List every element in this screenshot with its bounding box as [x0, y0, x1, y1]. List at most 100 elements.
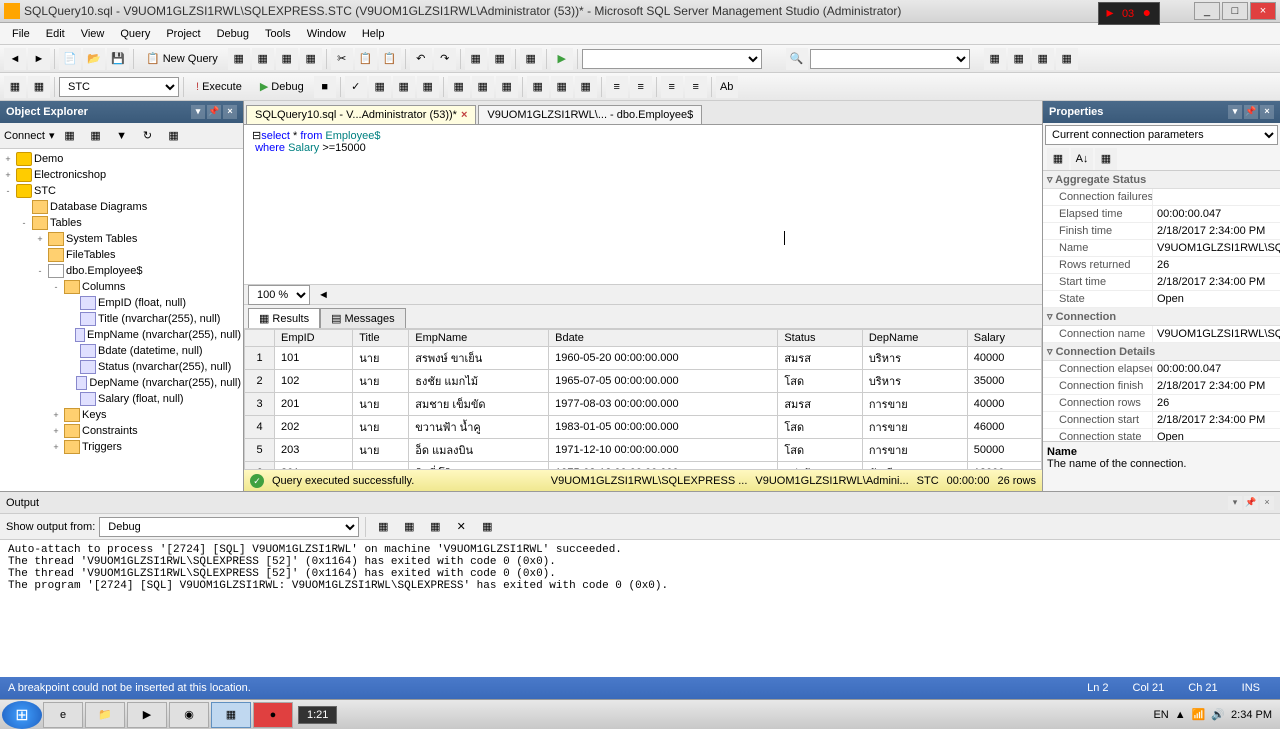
property-row[interactable]: StateOpen: [1043, 291, 1280, 308]
tb-icon-3[interactable]: ▦: [276, 48, 298, 70]
tb2-icon-10[interactable]: ▦: [551, 76, 573, 98]
sql-editor[interactable]: ⊟select * from Employee$ where Salary >=…: [244, 125, 1042, 285]
property-category[interactable]: ▿ Connection: [1043, 308, 1280, 326]
tb2-icon-12[interactable]: ≡: [606, 76, 628, 98]
tb-icon-6[interactable]: ▦: [489, 48, 511, 70]
task-record[interactable]: ●: [253, 702, 293, 728]
task-media[interactable]: ▶: [127, 702, 167, 728]
tb2-icon-13[interactable]: ≡: [630, 76, 652, 98]
minimize-button[interactable]: _: [1194, 2, 1220, 20]
start-button[interactable]: ▶: [551, 48, 573, 70]
property-row[interactable]: Finish time2/18/2017 2:34:00 PM: [1043, 223, 1280, 240]
solution-config-dropdown[interactable]: [582, 49, 762, 69]
connect-label[interactable]: Connect: [4, 130, 45, 142]
task-chrome[interactable]: ◉: [169, 702, 209, 728]
tb2-icon-6[interactable]: ▦: [448, 76, 470, 98]
menu-help[interactable]: Help: [354, 26, 393, 42]
table-row[interactable]: 1101นายสรพงษ์ ขาเย็น1960-05-20 00:00:00.…: [245, 347, 1042, 370]
property-category[interactable]: ▿ Aggregate Status: [1043, 171, 1280, 189]
tb2-icon-9[interactable]: ▦: [527, 76, 549, 98]
zoom-dropdown[interactable]: 100 %: [248, 285, 310, 305]
property-row[interactable]: Connection stateOpen: [1043, 429, 1280, 441]
tb2-icon-16[interactable]: Ab: [716, 76, 738, 98]
stop-button[interactable]: ■: [314, 76, 336, 98]
save-button[interactable]: 💾: [107, 48, 129, 70]
connect-icon-2[interactable]: ▦: [85, 125, 107, 147]
tray-flag-icon[interactable]: ▲: [1175, 709, 1186, 721]
tb2-icon-15[interactable]: ≡: [685, 76, 707, 98]
property-row[interactable]: Connection rows26: [1043, 395, 1280, 412]
tree-node[interactable]: DepName (nvarchar(255), null): [2, 375, 241, 391]
menu-view[interactable]: View: [73, 26, 113, 42]
output-content[interactable]: Auto-attach to process '[2724] [SQL] V9U…: [0, 540, 1280, 677]
task-explorer[interactable]: 📁: [85, 702, 125, 728]
panel-close-icon[interactable]: ×: [223, 105, 237, 119]
paste-button[interactable]: 📋: [379, 48, 401, 70]
tb-icon-10[interactable]: ▦: [1032, 48, 1054, 70]
back-button[interactable]: ◄: [4, 48, 26, 70]
tree-node[interactable]: EmpName (nvarchar(255), null): [2, 327, 241, 343]
tray-time[interactable]: 2:34 PM: [1231, 709, 1272, 721]
tb-icon-11[interactable]: ▦: [1056, 48, 1078, 70]
tab-close-icon[interactable]: ×: [461, 109, 467, 121]
copy-button[interactable]: 📋: [355, 48, 377, 70]
table-row[interactable]: 4202นายขวานฟ้า น้ำคู1983-01-05 00:00:00.…: [245, 416, 1042, 439]
object-tree[interactable]: +Demo+Electronicshop-STCDatabase Diagram…: [0, 149, 243, 491]
tree-node[interactable]: Title (nvarchar(255), null): [2, 311, 241, 327]
open-button[interactable]: 📂: [83, 48, 105, 70]
categorized-icon[interactable]: ▦: [1047, 148, 1069, 170]
tree-node[interactable]: +Electronicshop: [2, 167, 241, 183]
table-row[interactable]: 2102นายธงชัย แมกไม้1965-07-05 00:00:00.0…: [245, 370, 1042, 393]
tb2-icon-2[interactable]: ▦: [28, 76, 50, 98]
results-tab[interactable]: ▦ Results: [248, 308, 320, 328]
alphabetical-icon[interactable]: A↓: [1071, 148, 1093, 170]
property-row[interactable]: Connection finish2/18/2017 2:34:00 PM: [1043, 378, 1280, 395]
table-row[interactable]: 6301นายบิลลี่ โอิค1975-03-12 00:00:00.00…: [245, 462, 1042, 470]
output-pin-icon[interactable]: 📌: [1244, 496, 1258, 510]
tb-icon-9[interactable]: ▦: [1008, 48, 1030, 70]
tree-node[interactable]: EmpID (float, null): [2, 295, 241, 311]
tree-node[interactable]: Bdate (datetime, null): [2, 343, 241, 359]
property-row[interactable]: Connection start2/18/2017 2:34:00 PM: [1043, 412, 1280, 429]
task-ssms[interactable]: ▦: [211, 702, 251, 728]
output-icon-1[interactable]: ▦: [372, 516, 394, 538]
output-dropdown-icon[interactable]: ▾: [1228, 496, 1242, 510]
prop-close-icon[interactable]: ×: [1260, 105, 1274, 119]
tree-node[interactable]: Salary (float, null): [2, 391, 241, 407]
tb2-icon-5[interactable]: ▦: [417, 76, 439, 98]
properties-grid[interactable]: ▿ Aggregate StatusConnection failuresEla…: [1043, 171, 1280, 441]
tree-node[interactable]: FileTables: [2, 247, 241, 263]
tb-icon-7[interactable]: ▦: [520, 48, 542, 70]
tree-node[interactable]: +Keys: [2, 407, 241, 423]
filter-icon[interactable]: ▼: [111, 125, 133, 147]
property-row[interactable]: Start time2/18/2017 2:34:00 PM: [1043, 274, 1280, 291]
find-dropdown[interactable]: [810, 49, 970, 69]
execute-button[interactable]: ! Execute: [188, 79, 250, 95]
tb2-icon-8[interactable]: ▦: [496, 76, 518, 98]
tb-icon-8[interactable]: ▦: [984, 48, 1006, 70]
connect-icon-3[interactable]: ▦: [163, 125, 185, 147]
cut-button[interactable]: ✂: [331, 48, 353, 70]
close-button[interactable]: ×: [1250, 2, 1276, 20]
results-grid[interactable]: EmpIDTitleEmpNameBdateStatusDepNameSalar…: [244, 329, 1042, 469]
table-row[interactable]: 3201นายสมชาย เข็มขัด1977-08-03 00:00:00.…: [245, 393, 1042, 416]
redo-button[interactable]: ↷: [434, 48, 456, 70]
clear-output-icon[interactable]: ✕: [450, 516, 472, 538]
tab-inactive[interactable]: V9UOM1GLZSI1RWL\... - dbo.Employee$: [478, 105, 702, 124]
tree-node[interactable]: Status (nvarchar(255), null): [2, 359, 241, 375]
tab-active[interactable]: SQLQuery10.sql - V...Administrator (53))…: [246, 105, 476, 124]
maximize-button[interactable]: □: [1222, 2, 1248, 20]
properties-object-dropdown[interactable]: Current connection parameters: [1045, 125, 1278, 145]
tb-icon-4[interactable]: ▦: [300, 48, 322, 70]
tree-node[interactable]: +Demo: [2, 151, 241, 167]
output-icon-2[interactable]: ▦: [398, 516, 420, 538]
output-icon-3[interactable]: ▦: [424, 516, 446, 538]
menu-file[interactable]: File: [4, 26, 38, 42]
property-category[interactable]: ▿ Connection Details: [1043, 343, 1280, 361]
new-query-button[interactable]: 📋 New Query: [138, 50, 226, 67]
tray-volume-icon[interactable]: 🔊: [1211, 708, 1225, 721]
tb2-icon-14[interactable]: ≡: [661, 76, 683, 98]
new-project-button[interactable]: 📄: [59, 48, 81, 70]
debug-button[interactable]: ▶ Debug: [252, 78, 312, 95]
property-row[interactable]: Connection nameV9UOM1GLZSI1RWL\SQLEXPRES…: [1043, 326, 1280, 343]
